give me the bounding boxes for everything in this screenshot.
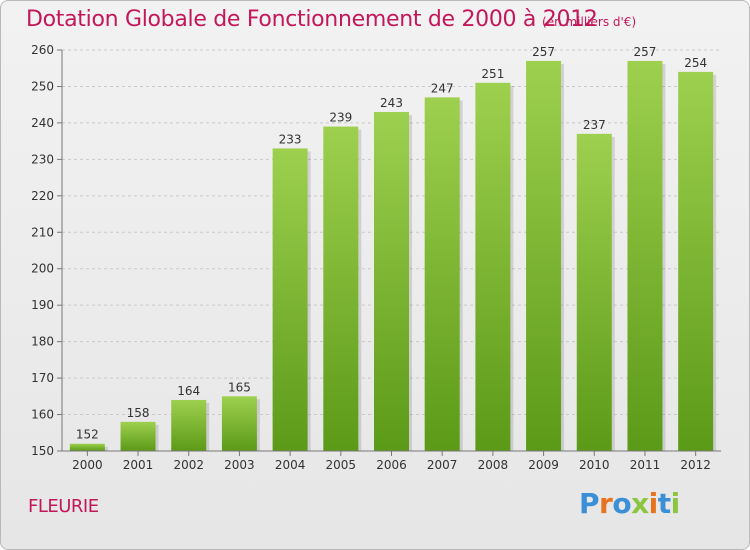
y-tick-label: 250 [31,79,54,93]
commune-name: FLEURIE [28,496,99,517]
bar-2003 [221,396,257,451]
y-tick-label: 150 [31,444,54,458]
y-tick-label: 260 [31,43,54,57]
x-tick-label: 2012 [680,458,711,472]
data-label: 254 [684,56,707,70]
y-tick-label: 240 [31,116,54,130]
y-tick-label: 220 [31,189,54,203]
y-tick-label: 200 [31,262,54,276]
proxiti-logo: Proxiti [579,487,680,520]
logo-letter: r [599,487,613,520]
bar-2002 [171,399,207,451]
bar-2008 [475,82,511,452]
y-tick-label: 190 [31,298,54,312]
bar-2000 [69,443,105,451]
x-tick-label: 2011 [630,458,661,472]
x-tick-label: 2005 [326,458,357,472]
data-label: 158 [127,406,150,420]
data-label: 164 [177,384,200,398]
logo-letter: o [612,487,632,520]
bar-2011 [627,60,663,451]
x-tick-label: 2000 [72,458,103,472]
x-tick-label: 2004 [275,458,306,472]
chart-title: Dotation Globale de Fonctionnement de 20… [26,7,598,32]
bar-2001 [120,421,156,451]
data-label: 165 [228,380,251,394]
x-tick-label: 2010 [579,458,610,472]
x-tick-label: 2006 [376,458,407,472]
x-tick-label: 2001 [123,458,154,472]
data-label: 152 [76,428,99,442]
bar-2006 [374,111,409,452]
bar-2007 [424,97,460,452]
data-label: 257 [634,45,657,59]
data-label: 233 [279,132,302,146]
labels: 150 160 170 180 190 200 210 220 230 240 250 260 152 2… [31,43,711,472]
data-label: 243 [380,96,403,110]
bar-2004 [272,148,308,451]
data-label: 237 [583,118,606,132]
axes [57,49,721,456]
x-tick-label: 2009 [528,458,559,472]
bar-2009 [526,60,562,451]
x-tick-label: 2008 [478,458,509,472]
logo-letter: i [648,487,659,520]
bar-2005 [323,126,359,452]
y-tick-label: 170 [31,371,54,385]
data-label: 239 [329,111,352,125]
bars [69,60,717,452]
x-tick-label: 2002 [173,458,204,472]
y-tick-label: 160 [31,408,54,422]
y-tick-label: 180 [31,335,54,349]
unit-label: (en milliers d'€) [542,15,637,29]
logo-letter: x [631,487,649,520]
logo-letter: i [670,487,681,520]
y-tick-label: 230 [31,152,54,166]
bar-2010 [576,133,612,451]
logo-letter: t [657,487,671,520]
data-label: 247 [431,81,454,95]
bar-2012 [678,71,714,451]
y-tick-label: 210 [31,225,54,239]
data-label: 251 [481,67,504,81]
logo-letter: P [579,487,600,520]
x-tick-label: 2007 [427,458,458,472]
x-tick-label: 2003 [224,458,255,472]
data-label: 257 [532,45,555,59]
